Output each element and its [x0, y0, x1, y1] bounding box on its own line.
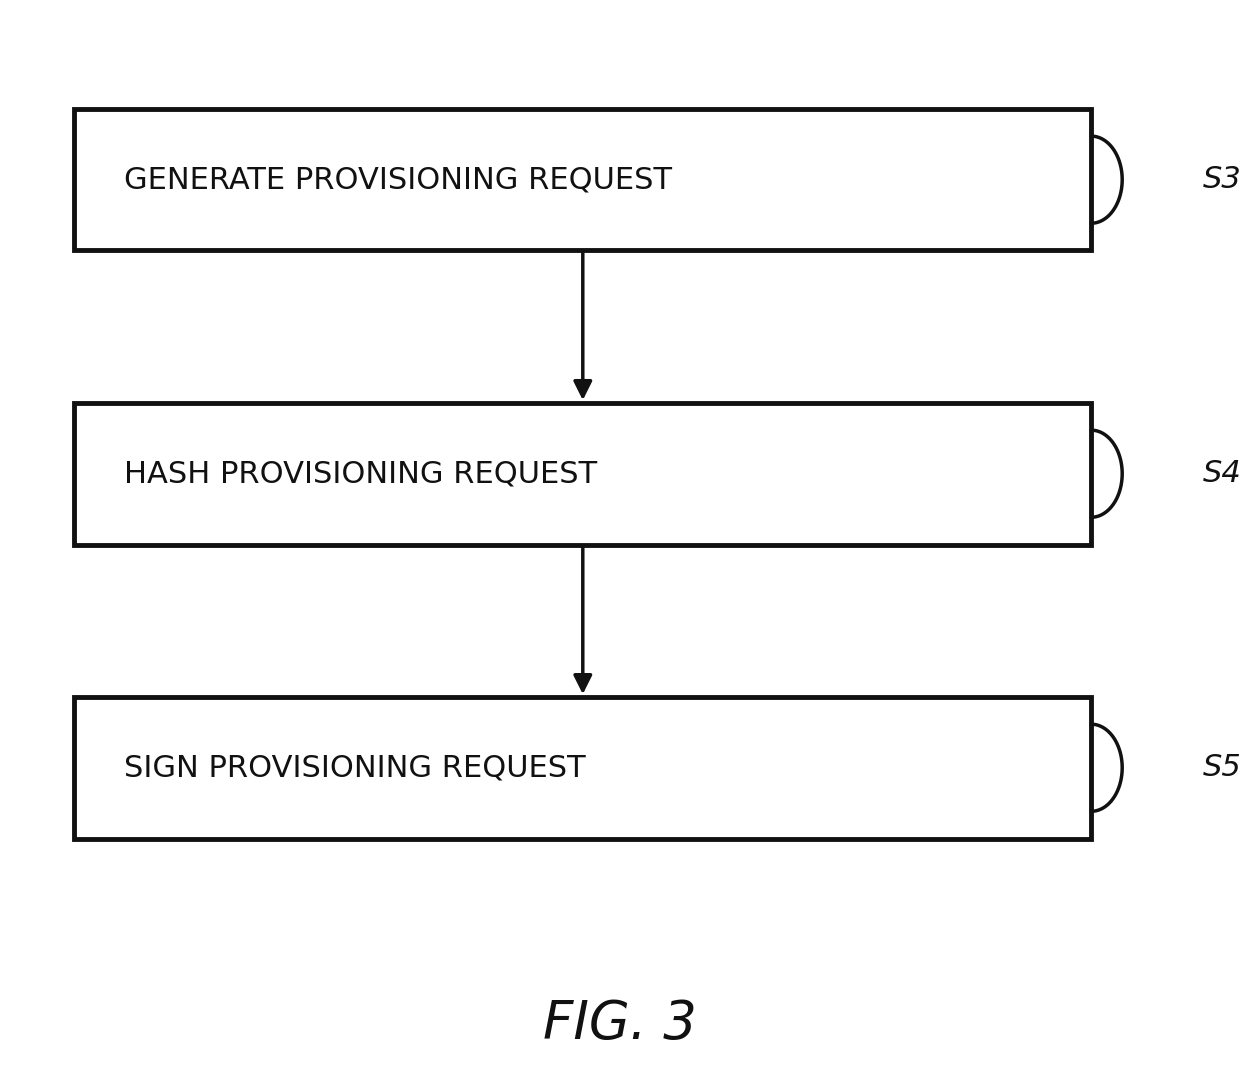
Text: S4: S4	[1203, 460, 1240, 488]
Bar	[74, 697, 1091, 839]
Text: GENERATE PROVISIONING REQUEST: GENERATE PROVISIONING REQUEST	[124, 166, 672, 194]
Text: HASH PROVISIONING REQUEST: HASH PROVISIONING REQUEST	[124, 460, 598, 488]
Bar	[74, 109, 1091, 250]
Bar	[74, 403, 1091, 544]
Text: S3: S3	[1203, 166, 1240, 194]
Text: S5: S5	[1203, 754, 1240, 782]
Text: FIG. 3: FIG. 3	[543, 998, 697, 1050]
Text: SIGN PROVISIONING REQUEST: SIGN PROVISIONING REQUEST	[124, 754, 585, 782]
